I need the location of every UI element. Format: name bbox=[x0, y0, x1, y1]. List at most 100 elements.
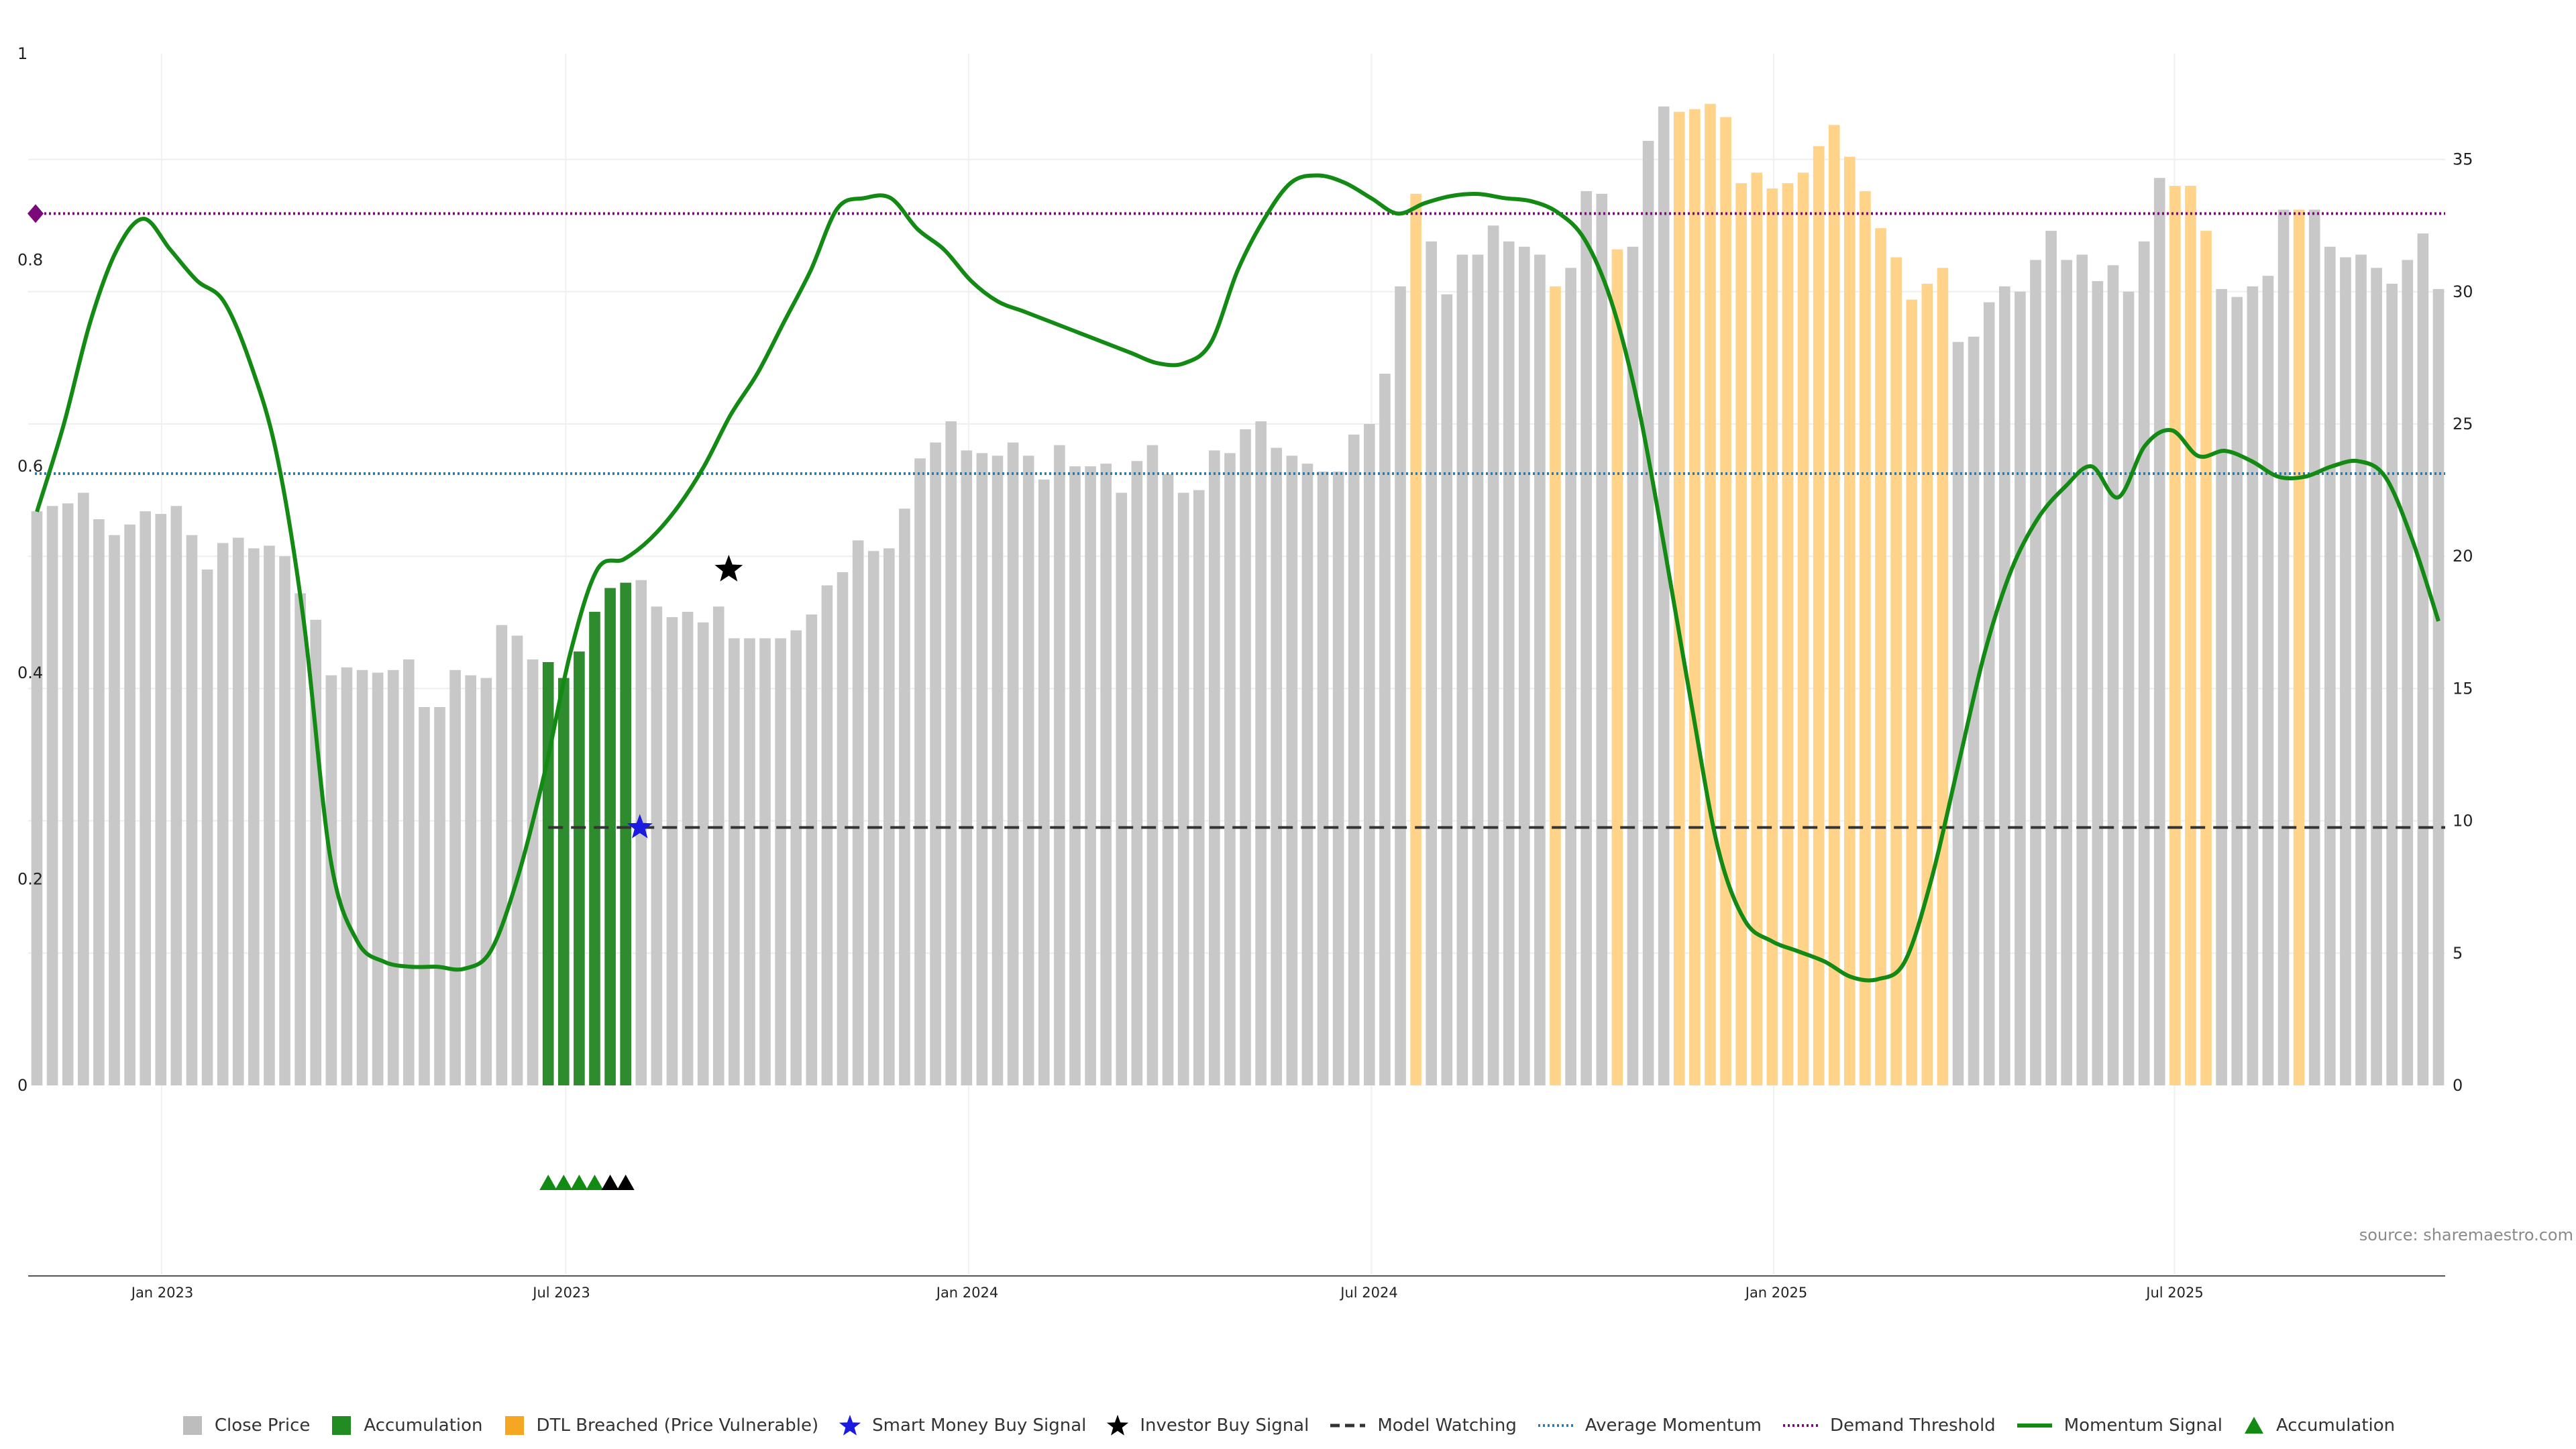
legend-item: Close Price bbox=[181, 1414, 311, 1437]
demand-threshold-marker bbox=[28, 204, 44, 223]
legend-item: DTL Breached (Price Vulnerable) bbox=[503, 1414, 819, 1437]
legend-label: Accumulation bbox=[364, 1415, 483, 1436]
price-bar bbox=[496, 625, 508, 1085]
price-bar bbox=[821, 585, 833, 1085]
price-bar bbox=[1348, 434, 1360, 1085]
price-bar bbox=[1131, 461, 1143, 1085]
right-axis-tick-label: 5 bbox=[2453, 944, 2463, 963]
left-axis-tick-label: 0.8 bbox=[17, 251, 43, 270]
price-bar bbox=[1193, 490, 1205, 1085]
price-bar bbox=[1007, 442, 1019, 1085]
price-bar bbox=[527, 659, 539, 1085]
price-bar bbox=[217, 543, 229, 1085]
price-bar bbox=[2324, 246, 2336, 1086]
price-bar bbox=[1751, 172, 1763, 1085]
legend-label: DTL Breached (Price Vulnerable) bbox=[536, 1415, 819, 1436]
price-bar bbox=[1441, 294, 1453, 1085]
price-bar bbox=[1503, 241, 1515, 1085]
price-bar bbox=[310, 619, 322, 1085]
left-axis-tick-label: 0 bbox=[17, 1076, 28, 1095]
legend-swatch bbox=[504, 1416, 524, 1435]
price-bar bbox=[1689, 109, 1701, 1085]
price-bar bbox=[1983, 302, 1995, 1086]
price-bar bbox=[790, 630, 802, 1085]
price-bar bbox=[2262, 276, 2274, 1085]
price-bar bbox=[2340, 257, 2351, 1085]
legend-swatch-shape bbox=[182, 1416, 202, 1435]
price-bar bbox=[589, 612, 600, 1085]
price-bar bbox=[62, 503, 74, 1085]
right-axis-tick-label: 20 bbox=[2453, 547, 2473, 566]
legend-swatch-shape bbox=[839, 1415, 861, 1436]
price-bar bbox=[155, 514, 167, 1085]
price-bar bbox=[232, 537, 244, 1085]
right-axis-tick-label: 10 bbox=[2453, 812, 2473, 830]
legend-swatch-shape bbox=[332, 1416, 352, 1435]
price-bar bbox=[2355, 254, 2367, 1086]
price-bar bbox=[1720, 117, 1731, 1086]
legend-item: Investor Buy Signal bbox=[1106, 1414, 1309, 1437]
price-bar bbox=[1022, 455, 1034, 1085]
price-bar bbox=[2371, 268, 2382, 1086]
legend-swatch bbox=[1783, 1424, 1819, 1427]
price-bar bbox=[976, 453, 988, 1085]
price-bar bbox=[1209, 450, 1220, 1085]
price-bar bbox=[604, 588, 616, 1085]
price-bar bbox=[899, 508, 910, 1085]
price-bar bbox=[264, 545, 275, 1085]
accumulation-marker bbox=[586, 1175, 604, 1190]
price-bar bbox=[1813, 146, 1825, 1085]
price-bar bbox=[2402, 260, 2414, 1086]
price-bar bbox=[186, 535, 198, 1085]
price-bar bbox=[1240, 429, 1251, 1085]
price-bar bbox=[1116, 492, 1128, 1085]
accumulation-marker bbox=[555, 1175, 573, 1190]
accumulation-marker bbox=[616, 1175, 635, 1190]
legend-swatch bbox=[839, 1415, 861, 1436]
price-bar bbox=[1627, 246, 1639, 1086]
legend-item: Momentum Signal bbox=[2016, 1414, 2222, 1437]
price-bar bbox=[2417, 233, 2429, 1086]
price-bar bbox=[1085, 466, 1096, 1085]
legend-swatch bbox=[332, 1416, 352, 1435]
legend-item: Smart Money Buy Signal bbox=[839, 1414, 1086, 1437]
price-bar bbox=[434, 707, 445, 1085]
price-bar bbox=[1890, 257, 1902, 1085]
price-bar bbox=[465, 675, 477, 1085]
price-bar bbox=[46, 506, 58, 1085]
legend-swatch bbox=[182, 1416, 202, 1435]
price-bar bbox=[759, 638, 771, 1085]
legend-swatch bbox=[2244, 1417, 2263, 1434]
price-bar bbox=[1426, 241, 1438, 1085]
legend-swatch bbox=[1538, 1424, 1573, 1427]
price-bar bbox=[2030, 260, 2041, 1086]
price-bar bbox=[1456, 254, 1468, 1086]
legend-label: Close Price bbox=[214, 1415, 311, 1436]
x-axis-tick-label: Jul 2024 bbox=[1339, 1285, 1397, 1301]
price-bar bbox=[697, 622, 709, 1085]
legend-swatch bbox=[1330, 1424, 1366, 1428]
price-bar bbox=[574, 651, 585, 1085]
price-bar bbox=[1673, 111, 1685, 1085]
price-bar bbox=[2308, 209, 2320, 1085]
price-bar bbox=[2107, 265, 2119, 1085]
price-bar bbox=[1906, 299, 1918, 1086]
price-bar bbox=[279, 556, 290, 1085]
legend-item: Accumulation bbox=[2243, 1414, 2395, 1437]
price-bar bbox=[1937, 268, 1949, 1086]
price-bar bbox=[387, 669, 399, 1085]
legend-label: Demand Threshold bbox=[1830, 1415, 1996, 1436]
price-bar bbox=[1379, 374, 1391, 1086]
smart-money-buy-signal bbox=[627, 814, 653, 839]
price-bar bbox=[1271, 447, 1283, 1085]
price-bar bbox=[1580, 191, 1592, 1086]
price-bar bbox=[325, 675, 337, 1085]
price-bar bbox=[620, 582, 631, 1085]
legend-swatch bbox=[1107, 1415, 1129, 1436]
legend-label: Accumulation bbox=[2275, 1415, 2396, 1436]
price-bar bbox=[1301, 464, 1313, 1085]
legend-label: Smart Money Buy Signal bbox=[872, 1415, 1087, 1436]
price-bar bbox=[201, 569, 213, 1085]
price-bar bbox=[1100, 464, 1112, 1085]
price-bar bbox=[2123, 291, 2135, 1085]
